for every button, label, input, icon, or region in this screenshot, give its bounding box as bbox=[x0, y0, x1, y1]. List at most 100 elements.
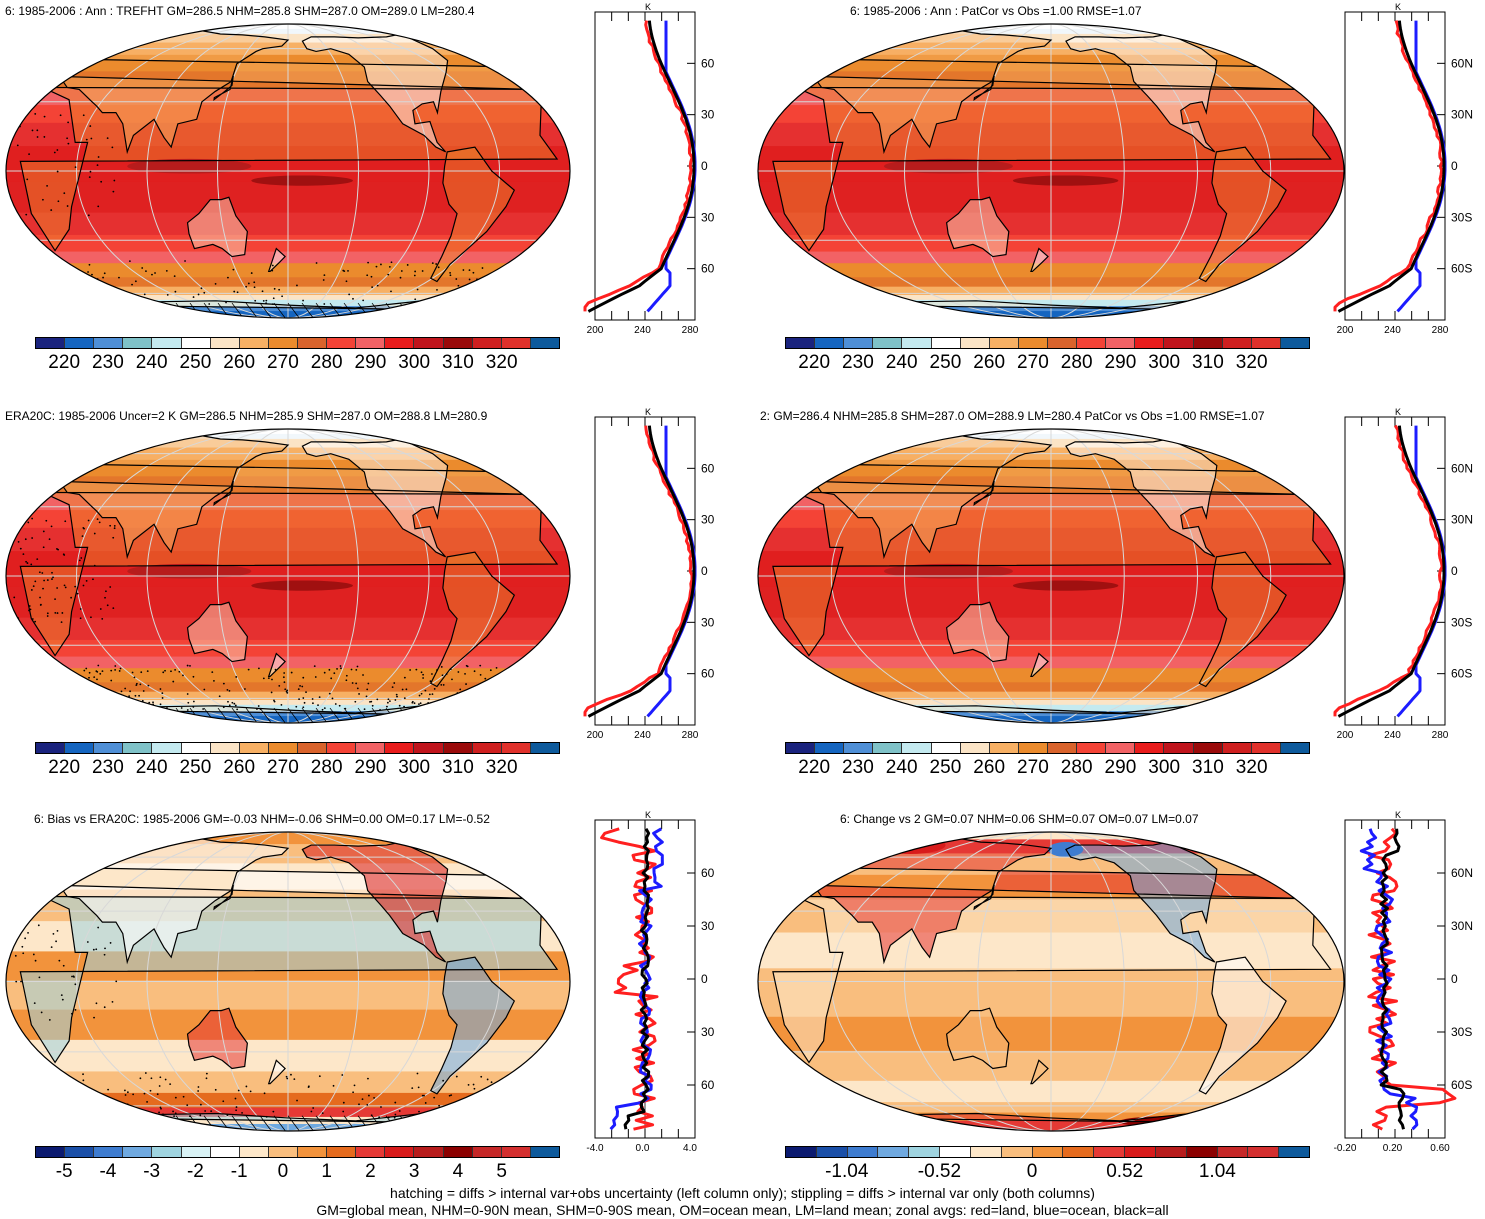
hatch-line bbox=[483, 302, 497, 318]
stipple-dot bbox=[571, 699, 572, 701]
stipple-dot bbox=[286, 1077, 289, 1080]
colorbar-tick-label: 250 bbox=[179, 352, 212, 373]
stipple-dot bbox=[58, 708, 61, 711]
stipple-dot bbox=[40, 707, 43, 710]
stipple-dot bbox=[435, 263, 438, 265]
stipple-dot bbox=[464, 672, 466, 675]
stipple-dot bbox=[564, 708, 567, 710]
hatch-line bbox=[497, 707, 511, 723]
coastline bbox=[429, 146, 516, 283]
colorbar-labels-6: -1.04 -0.52 0 0.52 1.04 bbox=[785, 1161, 1310, 1183]
stipple-dot bbox=[265, 1115, 268, 1118]
stipple-dot bbox=[59, 697, 62, 700]
stipple-dot bbox=[296, 1099, 298, 1102]
stipple-dot bbox=[29, 669, 32, 672]
stipple-dot bbox=[451, 678, 453, 681]
stipple-dot bbox=[129, 690, 131, 693]
stipple-dot bbox=[98, 521, 101, 524]
stipple-dot bbox=[134, 705, 137, 707]
stipple-dot bbox=[26, 178, 29, 181]
stipple-dot bbox=[53, 681, 55, 684]
stipple-dot bbox=[159, 688, 162, 690]
stipple-dot bbox=[22, 952, 25, 955]
zonal-lat-label: 30S bbox=[1451, 210, 1472, 224]
stipple-dot bbox=[532, 676, 535, 679]
zonal-panel-1: K 200 240 280 60N 30N 0 30S 60S bbox=[583, 2, 715, 336]
stipple-dot bbox=[465, 664, 468, 667]
colorbar-swatch bbox=[385, 1147, 415, 1157]
stipple-dot bbox=[46, 615, 49, 617]
stipple-dot bbox=[85, 138, 88, 141]
stipple-dot bbox=[96, 678, 98, 681]
stipple-dot bbox=[442, 684, 445, 686]
stipple-dot bbox=[362, 299, 365, 302]
stipple-dot bbox=[492, 707, 495, 710]
hatch-line bbox=[77, 1115, 91, 1131]
stipple-dot bbox=[54, 1110, 57, 1113]
land-anomaly bbox=[187, 1008, 248, 1069]
stipple-dot bbox=[70, 1012, 73, 1015]
stipple-dot bbox=[232, 268, 235, 271]
hatch-line bbox=[245, 1115, 259, 1131]
stipple-dot bbox=[110, 669, 113, 672]
stipple-dot bbox=[192, 706, 195, 708]
colorbar-tick-label: 230 bbox=[842, 757, 874, 778]
zonal-all-line bbox=[1337, 20, 1446, 313]
stipple-dot bbox=[437, 266, 440, 269]
stipple-dot bbox=[71, 975, 73, 978]
stipple-dot bbox=[336, 668, 338, 670]
stipple-dot bbox=[24, 937, 27, 940]
stipple-dot bbox=[487, 699, 489, 702]
stipple-dot bbox=[39, 596, 41, 599]
stipple-dot bbox=[56, 929, 59, 932]
zonal-panel-3: K 200 240 280 60N 30N 0 30S 60S bbox=[583, 407, 715, 741]
stipple-dot bbox=[558, 295, 561, 298]
stipple-dot bbox=[47, 697, 50, 699]
stipple-dot bbox=[273, 699, 275, 702]
stipple-dot bbox=[566, 696, 568, 699]
zonal-lat-label: 60N bbox=[1451, 866, 1473, 880]
stipple-dot bbox=[115, 980, 118, 983]
stipple-dot bbox=[414, 270, 417, 273]
colorbar-tick-label: 0 bbox=[1026, 1161, 1038, 1182]
stipple-dot bbox=[367, 682, 370, 685]
colorbar-tick-label: -4 bbox=[99, 1161, 117, 1182]
stipple-dot bbox=[174, 668, 177, 671]
stipple-dot bbox=[394, 1101, 397, 1104]
stipple-dot bbox=[159, 1076, 162, 1079]
stipple-dot bbox=[106, 137, 109, 140]
colorbar-swatch bbox=[239, 338, 269, 348]
stipple-dot bbox=[555, 678, 557, 681]
stipple-dot bbox=[114, 665, 117, 667]
stipple-dot bbox=[401, 688, 404, 691]
hatch-line bbox=[91, 1115, 105, 1131]
colorbar-swatch bbox=[1047, 338, 1078, 348]
zonal-panel-4: K 200 240 280 60N 30N 0 30S 60S bbox=[1333, 407, 1473, 741]
stipple-dot bbox=[140, 671, 143, 674]
colorbar-tick-label: 320 bbox=[1235, 757, 1268, 778]
stipple-dot bbox=[146, 1101, 148, 1103]
zonal-panel-6: K -0.20 0.20 0.60 60N 30N 0 30S 60S bbox=[1334, 810, 1473, 1154]
stipple-dot bbox=[25, 298, 27, 301]
stipple-dot bbox=[25, 213, 28, 216]
stipple-dot bbox=[465, 1103, 468, 1106]
stipple-dot bbox=[489, 669, 492, 672]
stipple-dot bbox=[339, 665, 342, 667]
hatch-line bbox=[119, 302, 133, 318]
stipple-dot bbox=[58, 685, 61, 688]
stipple-dot bbox=[376, 698, 379, 701]
hatch-line bbox=[147, 302, 161, 318]
coastline bbox=[945, 196, 1010, 258]
stipple-dot bbox=[490, 696, 492, 699]
stipple-dot bbox=[64, 586, 67, 589]
stipple-dot bbox=[149, 1089, 152, 1092]
zonal-x-tick-label: 280 bbox=[1432, 730, 1449, 741]
stipple-dot bbox=[512, 298, 515, 301]
colorbar-tick-label: 260 bbox=[973, 352, 1006, 373]
meridian-gridline bbox=[287, 832, 430, 1131]
stipple-dot bbox=[74, 166, 77, 169]
stipple-dot bbox=[75, 1112, 78, 1115]
stipple-dot bbox=[125, 1105, 128, 1108]
stipple-dot bbox=[516, 686, 519, 689]
stipple-dot bbox=[369, 700, 371, 703]
